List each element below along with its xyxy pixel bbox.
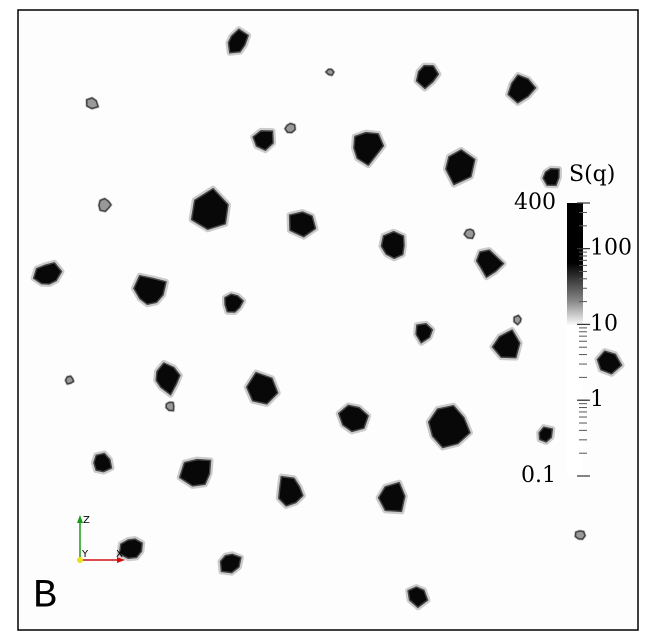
peak	[133, 274, 167, 306]
peak	[377, 481, 406, 513]
peak	[288, 211, 317, 238]
peak	[85, 97, 99, 110]
peak	[224, 293, 244, 313]
peak	[538, 426, 554, 443]
tick-label: 400	[514, 190, 556, 215]
peak	[513, 314, 522, 326]
y-axis	[77, 557, 83, 563]
peak	[325, 68, 335, 76]
peak	[155, 362, 181, 396]
y-label: Y	[81, 549, 89, 560]
peak	[32, 262, 63, 285]
peak	[427, 404, 471, 449]
peak	[407, 586, 429, 609]
peak	[93, 452, 113, 473]
z-arrow	[77, 515, 83, 523]
peak	[284, 122, 296, 134]
peak	[353, 131, 385, 166]
peak	[64, 375, 75, 385]
axis-triad: Z Y X	[77, 515, 125, 563]
frame	[17, 9, 639, 631]
peak	[463, 228, 476, 240]
peak	[165, 401, 175, 412]
colorbar-bar	[567, 203, 583, 476]
peak	[227, 28, 249, 54]
peak	[507, 74, 537, 104]
panel-label: B	[33, 575, 57, 620]
peak	[245, 371, 279, 405]
colorbar-title: S(q)	[569, 162, 615, 187]
tick-label: 100	[590, 236, 632, 261]
x-label: X	[116, 549, 123, 560]
colorbar: S(q) 0.1 1 10 100 400	[513, 162, 634, 490]
peak	[278, 475, 304, 507]
peak	[178, 458, 212, 487]
z-label: Z	[83, 515, 90, 526]
peak	[118, 538, 143, 560]
peak	[98, 197, 112, 213]
peak	[475, 249, 505, 278]
peak	[596, 350, 623, 375]
peak	[415, 323, 434, 344]
x-arrow	[117, 557, 125, 563]
peak	[574, 530, 586, 540]
peak	[491, 329, 521, 359]
peak	[190, 187, 229, 231]
peak	[337, 404, 369, 433]
peak	[542, 168, 560, 187]
peak	[445, 149, 476, 186]
tick-label: 10	[590, 311, 618, 336]
peak	[415, 64, 440, 90]
tick-label: 1	[590, 387, 604, 412]
peak	[219, 553, 242, 574]
tick-label: 0.1	[521, 463, 556, 488]
peak	[252, 130, 274, 151]
peak	[380, 230, 405, 260]
peaks	[30, 26, 625, 611]
